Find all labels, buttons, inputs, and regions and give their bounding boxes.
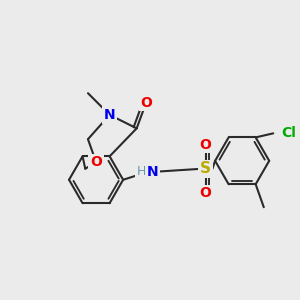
Text: O: O <box>200 186 212 200</box>
Text: O: O <box>140 96 152 110</box>
Text: N: N <box>147 165 159 178</box>
Text: Cl: Cl <box>281 126 296 140</box>
Text: O: O <box>90 155 102 169</box>
Text: S: S <box>200 161 211 176</box>
Text: N: N <box>104 108 116 122</box>
Text: H: H <box>136 165 146 178</box>
Text: O: O <box>200 138 212 152</box>
